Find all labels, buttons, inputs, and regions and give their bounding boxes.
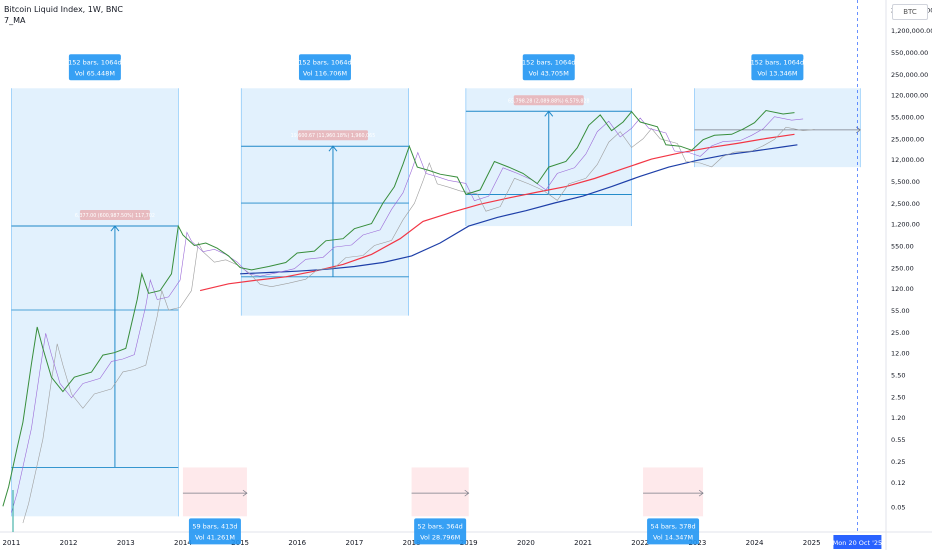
y-tick-label: 120.00 <box>891 285 914 293</box>
measure-volume-label: Vol 43.705M <box>529 69 569 77</box>
y-tick-label: 550,000.00 <box>891 49 928 57</box>
change-label: 65,798.28 (2,089.88%) 6,579,828 <box>508 98 590 104</box>
x-tick-label: 2011 <box>3 539 21 547</box>
measure-label-badge <box>68 54 121 81</box>
current-date-label: Mon 20 Oct '25 <box>833 539 882 547</box>
short-volume-label: Vol 41.261M <box>195 533 235 541</box>
measure-volume-label: Vol 116.706M <box>303 69 347 77</box>
change-label: 19,600.67 (11,960.18%) 1,960,065 <box>291 133 376 139</box>
short-label-badge <box>414 518 467 545</box>
y-tick-label: 250,000.00 <box>891 71 928 79</box>
y-tick-label: 1,200,000.00 <box>891 27 932 35</box>
measure-range-3: 152 bars, 1064d Vol 43.705M 65,798.28 (2,0… <box>465 54 632 227</box>
x-tick-label: 2012 <box>60 539 78 547</box>
short-bars-label: 52 bars, 364d <box>418 522 463 530</box>
legend-title: Bitcoin Liquid Index, 1W, BNC <box>4 5 123 14</box>
y-tick-label: 25,000.00 <box>891 136 924 144</box>
short-range-fill <box>643 467 704 517</box>
x-tick-label: 2019 <box>460 539 478 547</box>
currency-selector[interactable]: BTC <box>892 4 928 20</box>
measure-range-4: 152 bars, 1064d Vol 13.346M <box>694 54 861 168</box>
short-range-arrowhead <box>242 489 248 497</box>
change-label-badge <box>79 210 150 221</box>
short-range-arrowhead <box>698 489 704 497</box>
price-line <box>2 109 795 507</box>
x-tick-label: 2020 <box>517 539 535 547</box>
short-range-1: 59 bars, 413d Vol 41.261M <box>182 467 248 545</box>
y-tick-label: 0.12 <box>891 479 905 487</box>
y-tick-label: 12,000.00 <box>891 156 924 164</box>
short-range-arrowhead <box>464 489 470 497</box>
legend-indicator: 7_MA <box>4 16 26 25</box>
measure-volume-label: Vol 65.448M <box>75 69 115 77</box>
chart-legend: Bitcoin Liquid Index, 1W, BNC 7_MA <box>4 4 123 26</box>
short-label-badge <box>647 518 700 545</box>
measure-label-badge <box>522 54 575 81</box>
x-tick-label: 2025 <box>803 539 821 547</box>
ma-red-line <box>199 133 795 292</box>
short-range-2: 52 bars, 364d Vol 28.796M <box>411 467 470 545</box>
x-tick-label: 2013 <box>117 539 135 547</box>
y-tick-label: 2.50 <box>891 394 905 402</box>
y-tick-label: 0.55 <box>891 436 905 444</box>
current-date-badge <box>833 535 882 549</box>
x-tick-label: 2018 <box>403 539 421 547</box>
measure-range-fill <box>11 88 179 517</box>
ma-purple-line <box>11 116 804 513</box>
measure-range-fill <box>694 88 861 168</box>
measure-range-1: 152 bars, 1064d Vol 65.448M 6,377.00 (600,… <box>11 54 179 517</box>
change-label: 6,377.00 (600,987.50%) 117,702 <box>75 213 155 219</box>
measure-bars-label: 152 bars, 1064d <box>298 58 351 66</box>
x-tick-label: 2016 <box>288 539 306 547</box>
y-tick-label: 5,500.00 <box>891 178 920 186</box>
y-tick-label: 2,500.00 <box>891 200 920 208</box>
change-label-badge <box>513 95 584 106</box>
ma-blue-line <box>240 144 798 275</box>
short-range-fill <box>182 467 247 517</box>
y-tick-label: 550.00 <box>891 242 914 250</box>
y-tick-label: 250.00 <box>891 265 914 273</box>
y-tick-label: 55.00 <box>891 307 910 315</box>
measure-label-badge <box>298 54 351 81</box>
x-tick-label: 2022 <box>631 539 649 547</box>
y-tick-label: 1.20 <box>891 414 905 422</box>
measure-range-fill <box>241 88 409 316</box>
measure-bars-label: 152 bars, 1064d <box>68 58 121 66</box>
y-tick-label: 12.00 <box>891 350 910 358</box>
y-tick-label: 1,200.00 <box>891 221 920 229</box>
y-tick-label: 5.50 <box>891 372 905 380</box>
measure-range-2: 152 bars, 1064d Vol 116.706M 19,600.67 (11… <box>240 54 410 316</box>
x-tick-label: 2021 <box>574 539 592 547</box>
short-bars-label: 59 bars, 413d <box>192 522 237 530</box>
short-label-badge <box>188 518 241 545</box>
short-range-fill <box>411 467 469 517</box>
x-tick-label: 2024 <box>746 539 764 547</box>
y-tick-label: 120,000.00 <box>891 92 928 100</box>
short-bars-label: 54 bars, 378d <box>650 522 695 530</box>
measure-label-badge <box>751 54 804 81</box>
ma-grey-line <box>22 126 815 524</box>
change-label-badge <box>297 130 368 141</box>
x-tick-label: 2014 <box>174 539 192 547</box>
measure-bars-label: 152 bars, 1064d <box>751 58 804 66</box>
short-range-3: 54 bars, 378d Vol 14.347M <box>643 467 704 545</box>
y-tick-label: 0.25 <box>891 458 905 466</box>
measure-volume-label: Vol 13.346M <box>757 69 797 77</box>
measure-bars-label: 152 bars, 1064d <box>522 58 575 66</box>
y-tick-label: 0.05 <box>891 503 905 511</box>
short-volume-label: Vol 14.347M <box>653 533 693 541</box>
y-tick-label: 55,000.00 <box>891 113 924 121</box>
x-tick-label: 2017 <box>345 539 363 547</box>
y-tick-label: 25.00 <box>891 329 910 337</box>
short-volume-label: Vol 28.796M <box>420 533 460 541</box>
